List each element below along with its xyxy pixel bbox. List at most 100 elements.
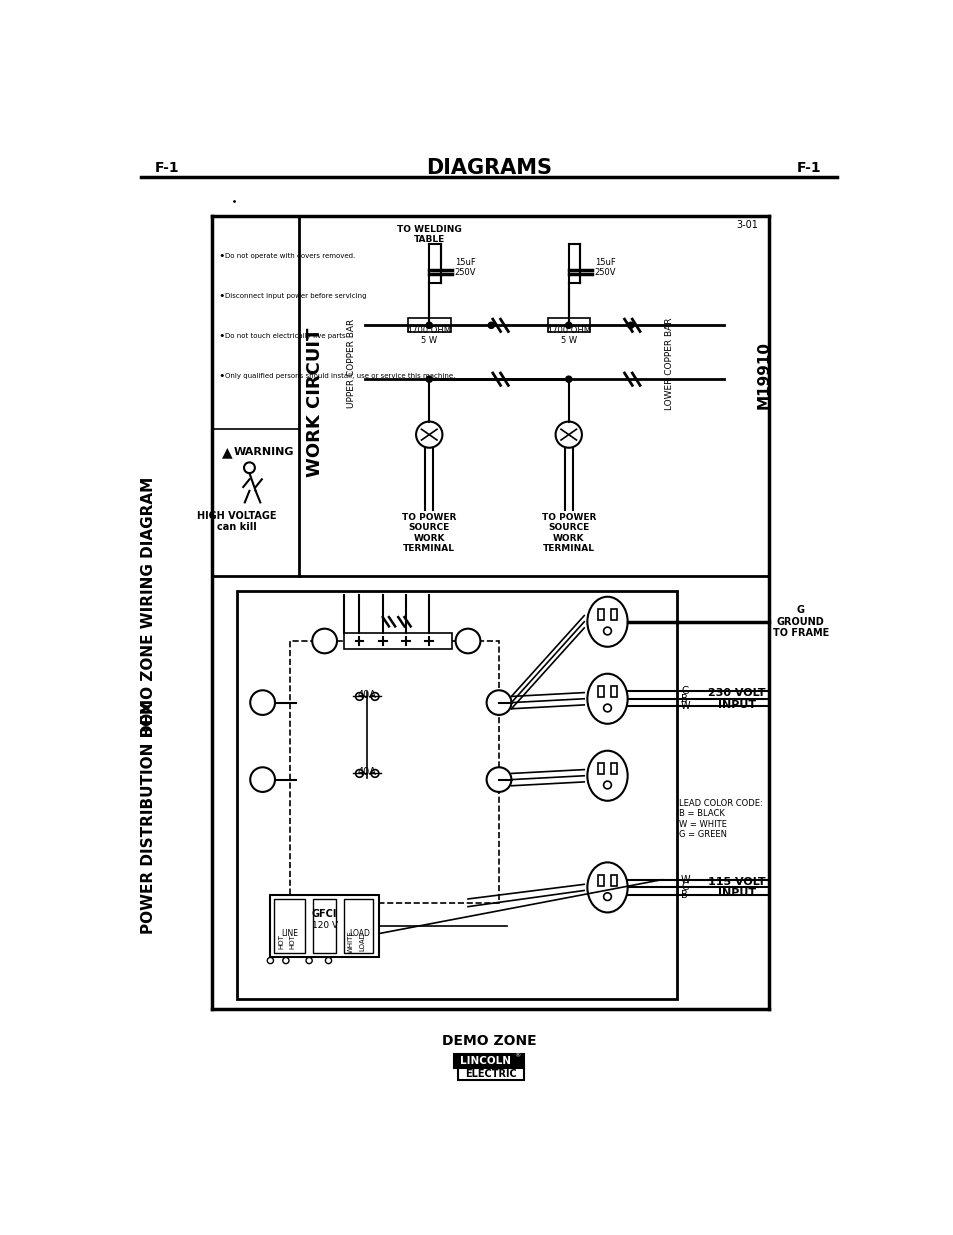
Text: Disconnect input power before servicing: Disconnect input power before servicing: [224, 293, 366, 299]
Circle shape: [250, 690, 274, 715]
Text: W: W: [680, 701, 690, 711]
Text: TO POWER
SOURCE
WORK
TERMINAL: TO POWER SOURCE WORK TERMINAL: [401, 513, 456, 553]
Text: 15uF
250V: 15uF 250V: [594, 258, 616, 277]
Text: POWER DISTRIBUTION BOX: POWER DISTRIBUTION BOX: [141, 701, 156, 935]
Text: UPPER COPPER BAR: UPPER COPPER BAR: [347, 319, 355, 409]
Circle shape: [416, 421, 442, 448]
Circle shape: [355, 693, 363, 700]
Text: M19910: M19910: [756, 341, 771, 409]
Bar: [457, 1067, 523, 1079]
Text: LINCOLN: LINCOLN: [460, 1056, 511, 1066]
Text: 120 V: 120 V: [312, 921, 337, 930]
Text: •: •: [218, 372, 225, 382]
Bar: [270, 895, 378, 957]
Bar: [313, 899, 335, 953]
Text: •: •: [218, 331, 225, 341]
Text: WORK CIRCUIT: WORK CIRCUIT: [305, 327, 323, 477]
Bar: [610, 687, 617, 698]
Text: 40A: 40A: [357, 690, 376, 700]
Text: ▲: ▲: [221, 446, 232, 459]
Bar: [547, 319, 590, 332]
Bar: [344, 634, 452, 648]
Text: F-1: F-1: [154, 162, 179, 175]
Text: G: G: [680, 882, 688, 893]
Text: ®: ®: [514, 1053, 520, 1058]
Circle shape: [555, 421, 581, 448]
Bar: [344, 899, 373, 953]
Text: 230 VOLT
INPUT: 230 VOLT INPUT: [707, 688, 765, 710]
Ellipse shape: [587, 674, 627, 724]
Circle shape: [456, 629, 480, 653]
Ellipse shape: [587, 597, 627, 647]
Text: G
GROUND
TO FRAME: G GROUND TO FRAME: [772, 605, 828, 638]
Bar: [610, 609, 617, 620]
Circle shape: [371, 693, 378, 700]
Circle shape: [426, 322, 432, 329]
Circle shape: [426, 377, 432, 383]
Circle shape: [250, 767, 274, 792]
Text: 3-01: 3-01: [736, 220, 757, 230]
Circle shape: [325, 957, 332, 963]
Circle shape: [486, 767, 511, 792]
Bar: [598, 609, 604, 620]
Circle shape: [627, 322, 633, 329]
Bar: [408, 319, 451, 332]
Text: TO WELDING
TABLE: TO WELDING TABLE: [396, 225, 461, 245]
Text: DIAGRAMS: DIAGRAMS: [425, 158, 552, 178]
Ellipse shape: [587, 751, 627, 800]
Text: Only qualified persons should install, use or service this machine.: Only qualified persons should install, u…: [224, 373, 455, 379]
Bar: [598, 687, 604, 698]
Text: G: G: [680, 687, 688, 697]
Text: 15uF
250V: 15uF 250V: [455, 258, 476, 277]
Text: ELECTRIC: ELECTRIC: [465, 1068, 517, 1078]
Text: LOAD: LOAD: [349, 929, 370, 939]
Bar: [598, 763, 604, 774]
Text: TO POWER
SOURCE
WORK
TERMINAL: TO POWER SOURCE WORK TERMINAL: [541, 513, 596, 553]
Text: Do not touch electrically live parts: Do not touch electrically live parts: [224, 333, 345, 340]
Text: LOAD: LOAD: [359, 932, 365, 951]
Text: LEAD COLOR CODE:
B = BLACK
W = WHITE
G = GREEN: LEAD COLOR CODE: B = BLACK W = WHITE G =…: [679, 799, 761, 839]
Circle shape: [371, 769, 378, 777]
Bar: [598, 876, 604, 885]
Text: DEMO ZONE: DEMO ZONE: [441, 1035, 536, 1049]
Text: •: •: [218, 251, 225, 261]
Circle shape: [603, 893, 611, 900]
Circle shape: [603, 704, 611, 711]
Text: HOT: HOT: [290, 934, 295, 948]
Circle shape: [488, 322, 494, 329]
Text: LOWER COPPER BAR: LOWER COPPER BAR: [664, 317, 673, 410]
Ellipse shape: [587, 862, 627, 913]
Text: 40A: 40A: [357, 767, 376, 777]
Text: HOT: HOT: [278, 934, 284, 948]
Text: WARNING: WARNING: [233, 447, 294, 457]
Bar: [290, 641, 498, 903]
Text: WHITE: WHITE: [348, 930, 354, 952]
Text: F-1: F-1: [796, 162, 821, 175]
Text: LINE: LINE: [281, 929, 298, 939]
Bar: [454, 1053, 523, 1067]
Circle shape: [603, 782, 611, 789]
Text: 4700 OHM
5 W: 4700 OHM 5 W: [407, 326, 451, 345]
Text: W: W: [680, 874, 690, 884]
Circle shape: [282, 957, 289, 963]
Circle shape: [565, 322, 571, 329]
Circle shape: [312, 629, 336, 653]
Circle shape: [486, 690, 511, 715]
Text: Do not operate with covers removed.: Do not operate with covers removed.: [224, 253, 355, 259]
Bar: [610, 763, 617, 774]
Circle shape: [267, 957, 274, 963]
Circle shape: [603, 627, 611, 635]
Circle shape: [355, 769, 363, 777]
Text: B: B: [680, 694, 687, 704]
Bar: [236, 592, 677, 999]
Text: •: •: [218, 291, 225, 301]
Text: 4700 OHM
5 W: 4700 OHM 5 W: [546, 326, 590, 345]
Text: 115 VOLT
INPUT: 115 VOLT INPUT: [707, 877, 765, 898]
Bar: [274, 899, 305, 953]
Circle shape: [306, 957, 312, 963]
Bar: [610, 876, 617, 885]
Circle shape: [244, 462, 254, 473]
Text: GFCI: GFCI: [312, 909, 337, 919]
Text: DEMO ZONE WIRING DIAGRAM: DEMO ZONE WIRING DIAGRAM: [141, 477, 156, 737]
Circle shape: [565, 377, 571, 383]
